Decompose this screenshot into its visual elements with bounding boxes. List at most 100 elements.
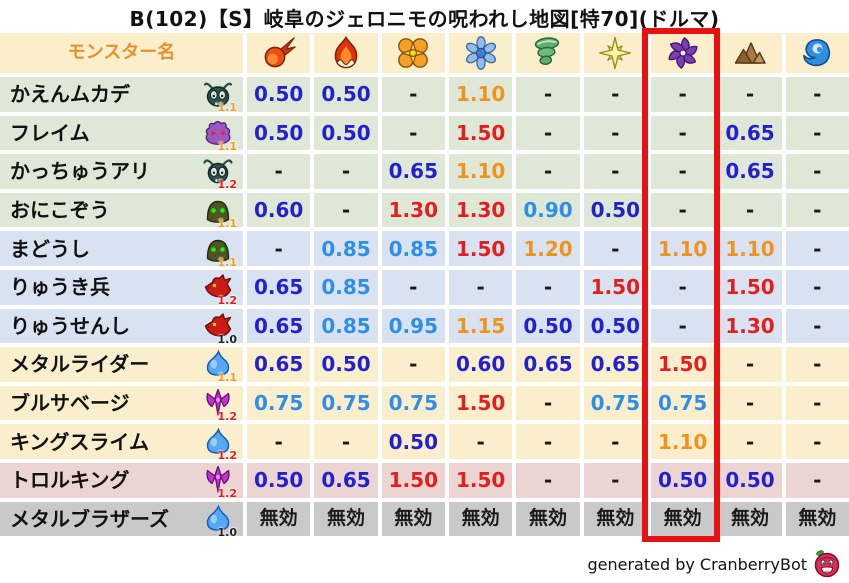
resistance-value-cell: 1.20 [516, 231, 580, 266]
watermark: generated by CranberryBot [587, 549, 841, 579]
resistance-value-cell: 1.50 [650, 347, 715, 382]
element-column-header [448, 33, 513, 73]
resistance-value-cell: - [785, 347, 849, 382]
hood-icon [203, 234, 233, 264]
snowflake-icon [464, 36, 498, 70]
monster-level: 1.2 [217, 178, 238, 189]
resistance-value-cell: 1.10 [448, 77, 513, 112]
resistance-value-cell: - [785, 308, 849, 344]
resistance-value-cell: - [650, 115, 715, 151]
resistance-value-cell: - [583, 77, 647, 112]
element-column-header [314, 33, 378, 73]
monster-name: トロルキング [10, 470, 130, 491]
resistance-value-cell: - [247, 231, 311, 266]
resistance-value-cell: 0.75 [650, 385, 715, 421]
resistance-value-cell: 1.10 [650, 231, 715, 266]
resistance-value-cell: 1.50 [583, 269, 647, 305]
resistance-value-cell: 1.50 [448, 462, 513, 498]
page-title: B(102)【S】岐阜のジェロニモの呪われし地図[特70](ドルマ) [129, 7, 720, 31]
monster-level: 1.1 [217, 255, 238, 266]
element-column-header [785, 33, 849, 73]
monster-icon-wrap: 1.2 [203, 427, 237, 459]
resistance-value-cell: - [785, 77, 849, 112]
resistance-value-cell: 0.65 [718, 115, 782, 151]
element-column-header [718, 33, 782, 73]
monster-name: フレイム [10, 122, 90, 143]
resistance-value-cell: 0.65 [247, 308, 311, 344]
resistance-value-cell: - [247, 154, 311, 189]
resistance-value-cell: - [448, 269, 513, 305]
monster-name: かえんムカデ [10, 84, 130, 105]
resistance-value-cell: - [314, 154, 378, 189]
resistance-value-cell: - [516, 385, 580, 421]
resistance-value-cell: 1.30 [381, 192, 445, 228]
resistance-value-cell: 1.10 [650, 424, 715, 459]
resistance-value-cell: 0.90 [516, 192, 580, 228]
monster-name-cell: トロルキング 1.2 [0, 462, 243, 498]
resistance-value-cell: 0.65 [381, 154, 445, 189]
resistance-value-cell: - [381, 115, 445, 151]
monster-icon-wrap: 1.0 [203, 311, 237, 343]
resistance-value-cell: 0.50 [718, 462, 782, 498]
monster-name-cell: かえんムカデ 1.1 [0, 77, 243, 112]
resistance-value-cell: - [718, 347, 782, 382]
monster-level: 1.2 [217, 410, 238, 421]
resistance-value-cell: 無効 [650, 501, 715, 537]
resistance-table: モンスター名 かえんムカデ 1.1 0.50 0.50-1.10- - - - - フレイム … [0, 33, 849, 537]
element-column-header [247, 33, 311, 73]
resistance-value-cell: 0.50 [314, 115, 378, 151]
monster-name-cell: りゅうせんし 1.0 [0, 308, 243, 344]
monster-icon-wrap: 1.2 [203, 156, 237, 189]
centipede-icon [203, 79, 233, 109]
monster-level: 1.2 [217, 487, 238, 498]
resistance-value-cell: 1.50 [448, 231, 513, 266]
resistance-value-cell: 0.50 [516, 308, 580, 344]
resistance-value-cell: - [785, 154, 849, 189]
resistance-value-cell: - [516, 77, 580, 112]
resistance-value-cell: 無効 [718, 501, 782, 537]
ant-icon [203, 156, 233, 186]
demon-icon [203, 465, 233, 495]
monster-level: 1.1 [217, 139, 238, 151]
resistance-value-cell: - [516, 115, 580, 151]
hood-icon [203, 195, 233, 225]
resistance-value-cell: 0.60 [247, 192, 311, 228]
monster-level: 1.1 [217, 217, 238, 228]
resistance-value-cell: - [448, 424, 513, 459]
resistance-value-cell: 1.50 [381, 462, 445, 498]
monster-name: りゅうせんし [10, 315, 130, 336]
resistance-value-cell: 1.50 [448, 115, 513, 151]
resistance-value-cell: - [381, 77, 445, 112]
dragon-icon [203, 311, 233, 341]
resistance-value-cell: - [247, 424, 311, 459]
monster-icon-wrap: 1.2 [203, 388, 237, 420]
flame-spirit-icon [203, 118, 233, 148]
resistance-value-cell: - [583, 154, 647, 189]
monster-name-cell: ブルサベージ 1.2 [0, 385, 243, 421]
element-column-header [516, 33, 580, 73]
resistance-value-cell: 0.65 [247, 347, 311, 382]
element-column-header [650, 33, 715, 73]
resistance-value-cell: 無効 [381, 501, 445, 537]
element-column-header [583, 33, 647, 73]
resistance-value-cell: 無効 [314, 501, 378, 537]
monster-name: ブルサベージ [10, 393, 130, 414]
element-column-header [381, 33, 445, 73]
resistance-value-cell: - [516, 269, 580, 305]
resistance-value-cell: 0.75 [314, 385, 378, 421]
resistance-value-cell: - [583, 424, 647, 459]
flame-icon [329, 36, 363, 70]
resistance-value-cell: 0.85 [381, 231, 445, 266]
monster-name-header: モンスター名 [0, 33, 243, 73]
resistance-value-cell: 0.50 [314, 77, 378, 112]
monster-level: 1.2 [217, 294, 238, 305]
pinwheel-icon [666, 36, 700, 70]
monster-name: りゅうき兵 [10, 277, 110, 298]
resistance-value-cell: 1.10 [718, 231, 782, 266]
resistance-value-cell: 0.85 [314, 231, 378, 266]
resistance-value-cell: - [650, 269, 715, 305]
resistance-value-cell: - [785, 115, 849, 151]
resistance-value-cell: - [718, 424, 782, 459]
resistance-value-cell: 0.50 [247, 462, 311, 498]
